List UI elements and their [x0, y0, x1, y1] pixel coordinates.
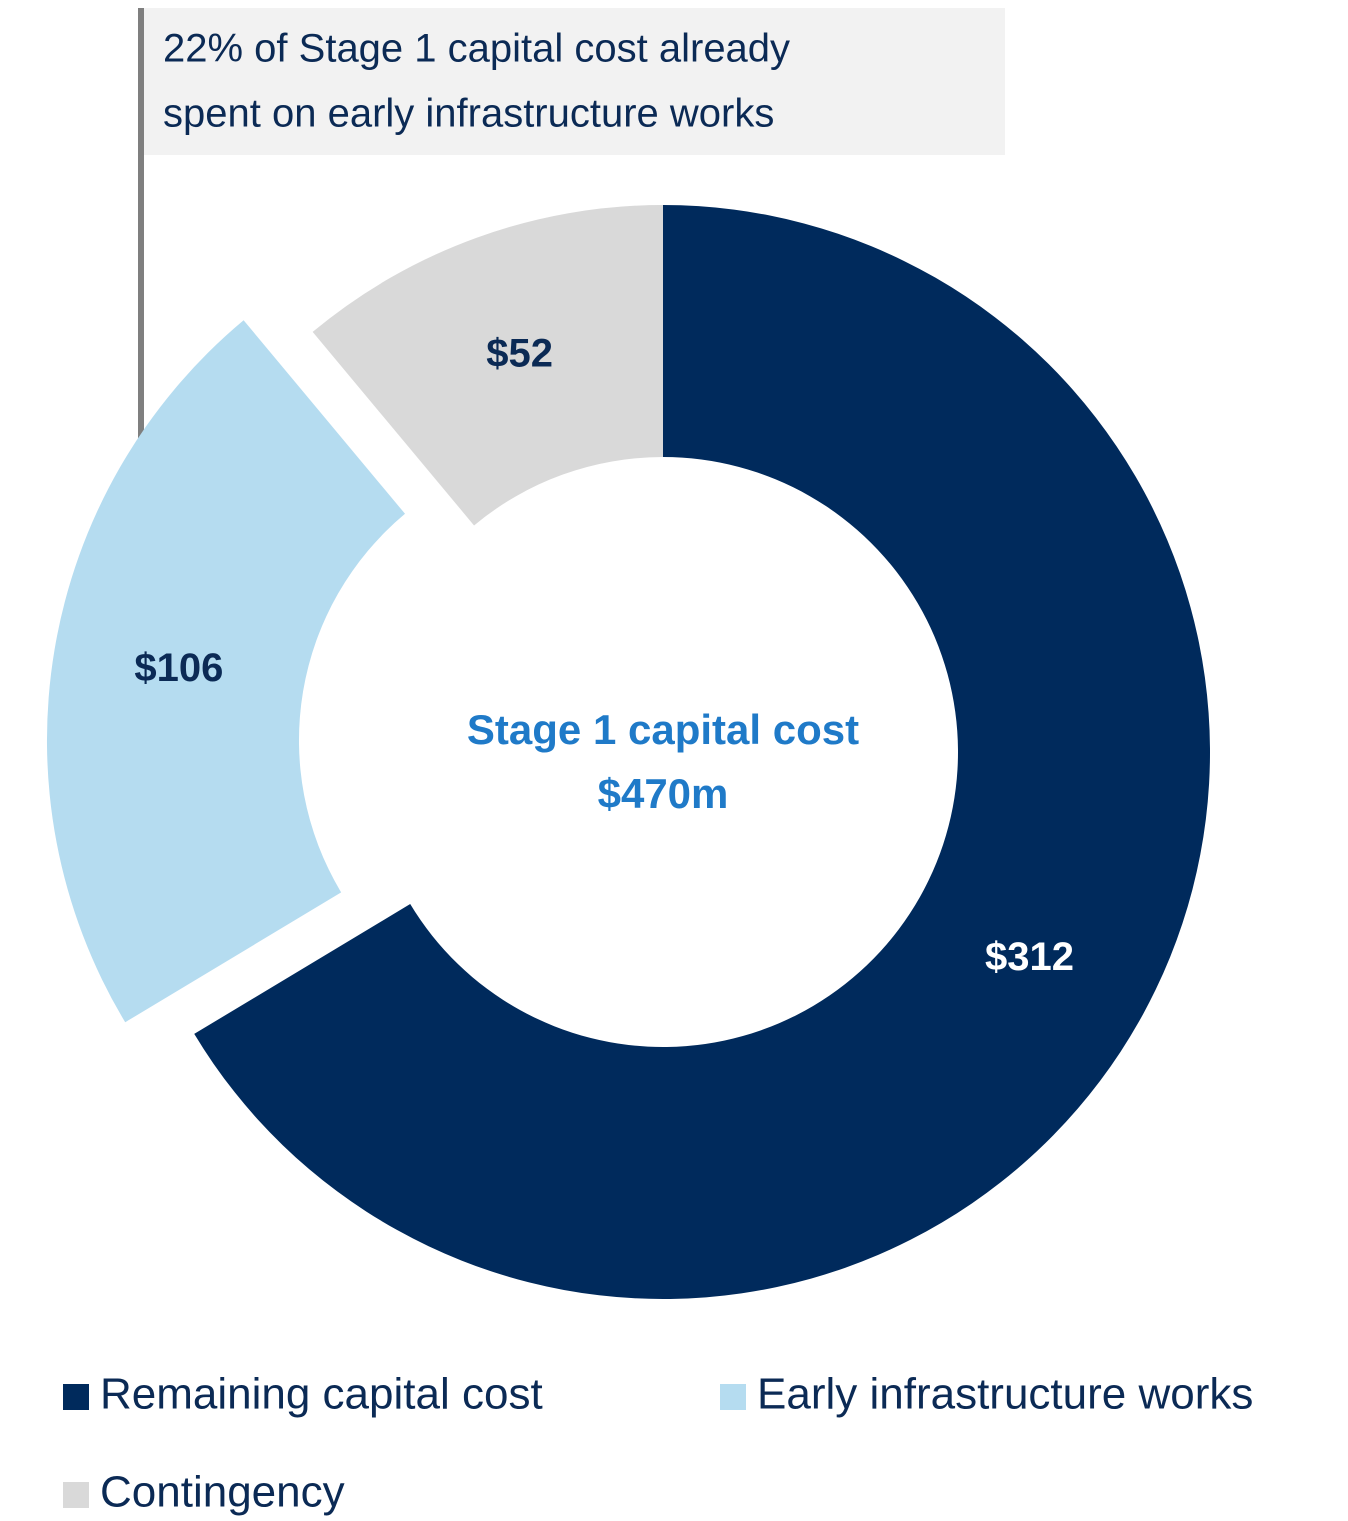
- data-label: $106: [134, 646, 223, 690]
- donut-slice: [46, 320, 406, 1023]
- legend-label: Early infrastructure works: [757, 1370, 1253, 1419]
- donut-slice: [194, 205, 1210, 1299]
- annotation-text: spent on early infrastructure works: [163, 92, 774, 136]
- annotation-text: 22% of Stage 1 capital cost already: [163, 27, 790, 71]
- center-label: $470m: [598, 770, 729, 817]
- donut-slice: [312, 205, 663, 526]
- legend-swatch: [63, 1482, 89, 1508]
- data-label: $312: [985, 935, 1074, 979]
- data-label: $52: [486, 332, 553, 376]
- legend-label: Remaining capital cost: [100, 1370, 543, 1419]
- slices: [46, 205, 1210, 1299]
- annotation-box: [140, 8, 1005, 155]
- legend-label: Contingency: [100, 1468, 345, 1517]
- center-label: Stage 1 capital cost: [467, 706, 859, 753]
- legend-swatch: [63, 1384, 89, 1410]
- legend-swatch: [720, 1384, 746, 1410]
